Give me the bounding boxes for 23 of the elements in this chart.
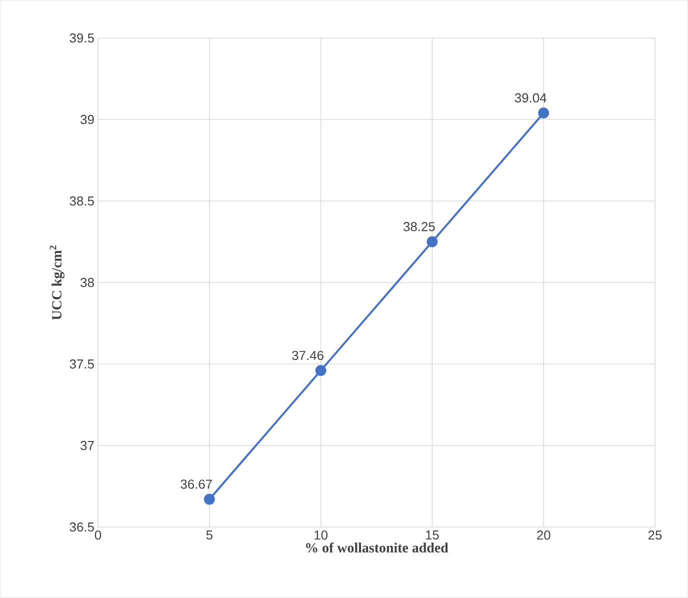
data-label: 38.25: [404, 222, 435, 232]
y-tick-label: 38: [80, 278, 94, 288]
y-tick-label: 36.5: [70, 522, 94, 532]
y-tick-label: 39: [80, 114, 94, 124]
y-tick-label: 37: [80, 440, 94, 450]
y-tick-label: 39.5: [70, 33, 94, 43]
data-label: 36.67: [180, 480, 212, 489]
data-label: 39.04: [514, 93, 546, 102]
data-label: 37.46: [292, 350, 324, 360]
y-tick-label: 37.5: [70, 359, 94, 369]
y-axis-title: UCC kg/cm$^{2}$: [50, 246, 64, 320]
point: [426, 236, 438, 248]
point: [538, 107, 550, 118]
x-tick-label: 25: [648, 530, 662, 540]
x-tick-label: 20: [537, 530, 550, 540]
x-tick-label: 0: [94, 530, 102, 540]
x-tick-label: 10: [314, 530, 328, 540]
y-tick-label: 38.5: [70, 196, 94, 206]
point: [315, 365, 326, 376]
x-tick-label: 15: [426, 530, 439, 540]
point: [204, 494, 215, 505]
x-tick-label: 5: [206, 530, 212, 540]
x-axis-title: % of wollastonite added: [306, 542, 448, 553]
